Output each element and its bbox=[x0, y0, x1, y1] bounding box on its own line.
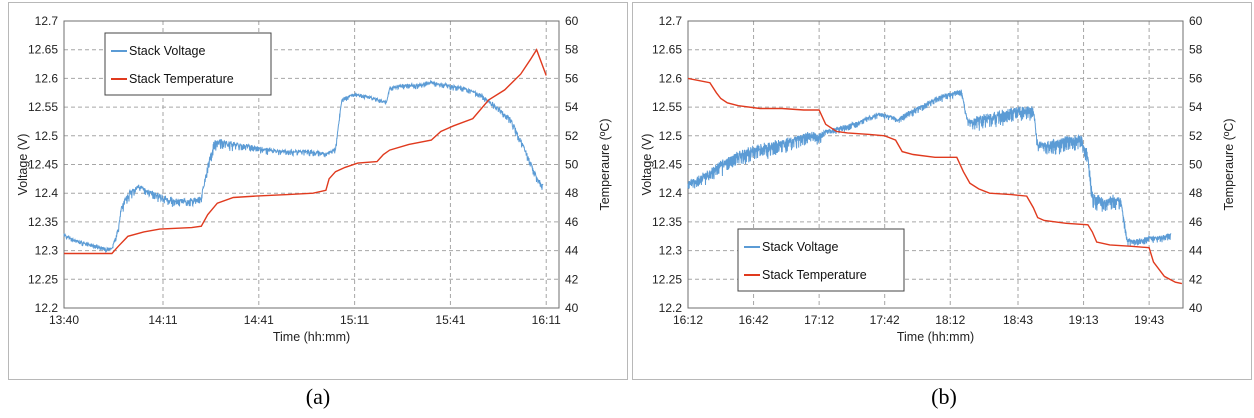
y2-tick-label: 46 bbox=[565, 215, 579, 229]
y2-tick-label: 52 bbox=[565, 129, 579, 143]
y2-tick-label: 58 bbox=[1189, 43, 1203, 57]
y-tick-label: 12.35 bbox=[28, 215, 58, 229]
x-tick-label: 15:11 bbox=[340, 313, 369, 327]
y2-tick-label: 60 bbox=[565, 14, 579, 28]
y2-tick-label: 60 bbox=[1189, 14, 1203, 28]
y-tick-label: 12.2 bbox=[659, 301, 683, 315]
y-tick-label: 12.6 bbox=[35, 71, 59, 85]
y-tick-label: 12.55 bbox=[652, 100, 682, 114]
y2-tick-label: 48 bbox=[565, 186, 579, 200]
series-stack-voltage-line bbox=[63, 79, 544, 254]
y2-tick-label: 54 bbox=[1189, 100, 1203, 114]
x-tick-label: 18:43 bbox=[1003, 313, 1033, 327]
caption-b: (b) bbox=[931, 384, 957, 409]
y-tick-label: 12.4 bbox=[35, 186, 59, 200]
y2-tick-label: 42 bbox=[565, 272, 579, 286]
y-axis-title: Voltage (V) bbox=[640, 134, 654, 196]
y-tick-label: 12.25 bbox=[652, 272, 682, 286]
chart-panel-b: 12.2 12.25 12.3 12.35 12.4 12.45 12.5 12.55 12.6… bbox=[632, 2, 1252, 380]
y-tick-label: 12.5 bbox=[35, 129, 59, 143]
y2-tick-label: 44 bbox=[565, 244, 579, 258]
legend-box bbox=[104, 32, 272, 96]
y-axis-title: Voltage (V) bbox=[16, 134, 30, 196]
y2-tick-label: 40 bbox=[1189, 301, 1203, 315]
caption-a: (a) bbox=[305, 384, 331, 409]
y-tick-label: 12.65 bbox=[652, 43, 682, 57]
y2-tick-label: 56 bbox=[1189, 71, 1203, 85]
legend-label: Stack Temperature bbox=[762, 268, 867, 282]
y-tick-label: 12.55 bbox=[28, 100, 58, 114]
y-tick-label: 12.7 bbox=[659, 14, 683, 28]
y2-tick-label: 50 bbox=[565, 158, 579, 172]
y2-axis-title: Temperaure (ºC) bbox=[1222, 118, 1236, 210]
y2-tick-label: 48 bbox=[1189, 186, 1203, 200]
y-tick-label: 12.45 bbox=[28, 158, 58, 172]
x-tick-label: 19:13 bbox=[1069, 313, 1099, 327]
y2-tick-label: 46 bbox=[1189, 215, 1203, 229]
y-tick-label: 12.5 bbox=[659, 129, 683, 143]
x-axis-title: Time (hh:mm) bbox=[897, 330, 974, 344]
x-tick-label: 18:12 bbox=[935, 313, 965, 327]
y-tick-label: 12.3 bbox=[35, 244, 59, 258]
x-tick-label: 15:41 bbox=[435, 313, 465, 327]
y-tick-label: 12.2 bbox=[35, 301, 59, 315]
y-tick-label: 12.6 bbox=[659, 71, 683, 85]
y2-tick-label: 56 bbox=[565, 71, 579, 85]
legend-box bbox=[737, 228, 905, 292]
y2-axis-title: Temperaure (ºC) bbox=[598, 118, 612, 210]
y-tick-label: 12.3 bbox=[659, 244, 683, 258]
legend: Stack Voltage Stack Temperature bbox=[737, 228, 905, 292]
y2-tick-label: 52 bbox=[1189, 129, 1203, 143]
y-tick-label: 12.45 bbox=[652, 158, 682, 172]
plot-frame bbox=[63, 20, 560, 309]
series-stack-temperature-line bbox=[687, 77, 1183, 285]
x-tick-label: 14:11 bbox=[148, 313, 177, 327]
y2-tick-label: 50 bbox=[1189, 158, 1203, 172]
y-tick-label: 12.7 bbox=[35, 14, 59, 28]
legend-label: Stack Voltage bbox=[762, 240, 838, 254]
chart-panel-a: 12.2 12.25 12.3 12.35 12.4 12.45 12.5 12.55 12.6… bbox=[8, 2, 628, 380]
legend-label: Stack Temperature bbox=[129, 72, 234, 86]
series-stack-temperature-line bbox=[64, 48, 547, 255]
legend-label: Stack Voltage bbox=[129, 44, 205, 58]
legend: Stack Voltage Stack Temperature bbox=[104, 32, 272, 96]
x-tick-label: 17:12 bbox=[804, 313, 834, 327]
x-axis-title: Time (hh:mm) bbox=[273, 330, 350, 344]
chart-b-svg: 12.2 12.25 12.3 12.35 12.4 12.45 12.5 12.55 12.6… bbox=[640, 14, 1236, 344]
y2-tick-label: 58 bbox=[565, 43, 579, 57]
x-tick-label: 16:42 bbox=[739, 313, 769, 327]
chart-a-svg: 12.2 12.25 12.3 12.35 12.4 12.45 12.5 12.55 12.6… bbox=[16, 14, 612, 344]
y2-tick-label: 44 bbox=[1189, 244, 1203, 258]
y-tick-label: 12.25 bbox=[28, 272, 58, 286]
y-tick-label: 12.4 bbox=[659, 186, 683, 200]
y2-tick-label: 40 bbox=[565, 301, 579, 315]
x-tick-label: 13:40 bbox=[49, 313, 79, 327]
y2-tick-label: 42 bbox=[1189, 272, 1203, 286]
x-tick-label: 19:43 bbox=[1134, 313, 1164, 327]
plot-frame bbox=[687, 20, 1184, 309]
x-tick-label: 16:11 bbox=[532, 313, 561, 327]
series-stack-voltage-line bbox=[687, 89, 1172, 247]
x-tick-label: 16:12 bbox=[673, 313, 703, 327]
x-tick-label: 14:41 bbox=[244, 313, 274, 327]
y2-tick-label: 54 bbox=[565, 100, 579, 114]
y-tick-label: 12.65 bbox=[28, 43, 58, 57]
x-tick-label: 17:42 bbox=[870, 313, 900, 327]
y-tick-label: 12.35 bbox=[652, 215, 682, 229]
